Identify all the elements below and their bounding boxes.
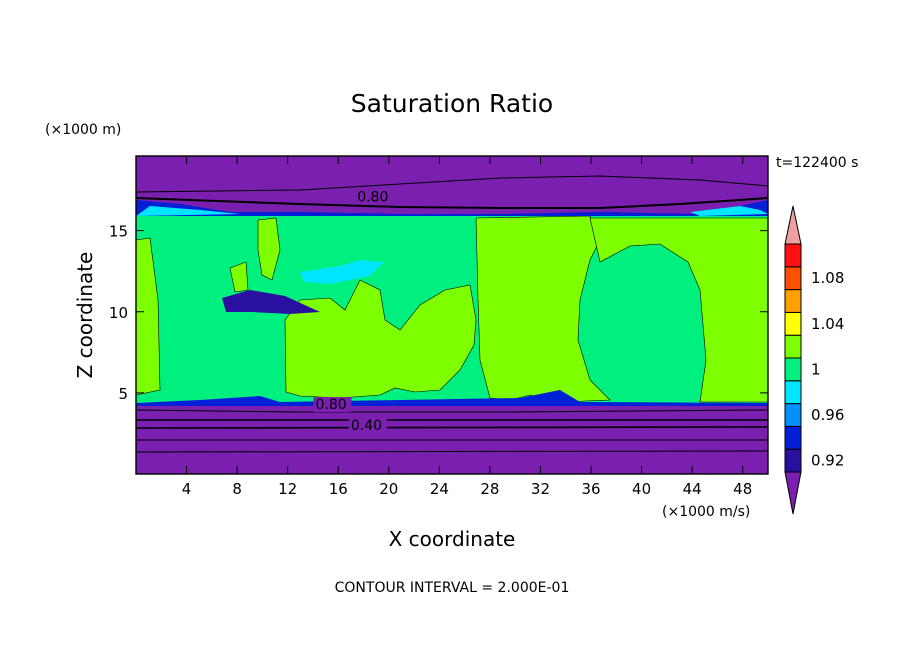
colorbar-bottom-triangle bbox=[784, 471, 802, 515]
colorbar-tick-label: 1 bbox=[811, 360, 821, 378]
y-tick-label: 5 bbox=[118, 385, 128, 403]
x-tick-label: 4 bbox=[182, 480, 192, 498]
x-tick-label: 32 bbox=[531, 480, 550, 498]
colorbar-segment bbox=[784, 403, 802, 427]
x-tick-label: 44 bbox=[683, 480, 702, 498]
region-cyan-patch bbox=[300, 260, 384, 284]
x-tick-label: 24 bbox=[430, 480, 449, 498]
colorbar-segment bbox=[784, 334, 802, 359]
tropopause-cyan-right bbox=[690, 206, 768, 216]
colorbar-tick-label: 1.08 bbox=[811, 269, 844, 287]
contour-label: 0.40 bbox=[351, 418, 382, 434]
colorbar-tick-label: 0.96 bbox=[811, 406, 844, 424]
colorbar: 0.92 0.96 1 1.04 1.08 bbox=[784, 205, 844, 515]
contour-interval-label: CONTOUR INTERVAL = 2.000E-01 bbox=[335, 580, 570, 596]
colorbar-segment bbox=[784, 357, 802, 382]
x-tick-label: 20 bbox=[379, 480, 398, 498]
plot-frame bbox=[135, 155, 769, 475]
colorbar-segment bbox=[784, 266, 802, 291]
x-tick-label: 48 bbox=[733, 480, 752, 498]
colorbar-segment bbox=[784, 448, 802, 473]
colorbar-segment bbox=[784, 243, 802, 268]
contour-label: 0.80 bbox=[357, 189, 388, 205]
x-tick-label: 12 bbox=[278, 480, 297, 498]
colorbar-segment bbox=[784, 311, 802, 336]
chart-title: Saturation Ratio bbox=[351, 89, 553, 118]
contour-line-upper-080 bbox=[135, 197, 769, 209]
contour-plot bbox=[135, 155, 769, 475]
time-label: t=122400 s bbox=[776, 155, 858, 171]
contour-label-bg bbox=[313, 397, 352, 413]
x-tick-label: 40 bbox=[632, 480, 651, 498]
region-column-a bbox=[257, 217, 281, 281]
x-tick-label: 16 bbox=[329, 480, 348, 498]
tropopause-cyan-left bbox=[136, 206, 240, 216]
y-axis-label: Z coordinate bbox=[73, 252, 97, 379]
y-units-label: (×1000 m) bbox=[45, 122, 121, 138]
region-middle bbox=[284, 279, 477, 399]
colorbar-segment bbox=[784, 289, 802, 313]
region-dry-patch bbox=[222, 290, 320, 314]
contour-label-bg bbox=[348, 418, 387, 434]
x-tick-label: 36 bbox=[581, 480, 600, 498]
colorbar-segment bbox=[784, 380, 802, 405]
colorbar-tick-label: 1.04 bbox=[811, 315, 844, 333]
contour-labels: 0.80 0.80 0.40 bbox=[313, 189, 394, 434]
x-units-label: (×1000 m/s) bbox=[662, 504, 750, 520]
y-tick-label: 15 bbox=[109, 223, 128, 241]
contour-label: 0.80 bbox=[315, 397, 346, 413]
tropopause-band bbox=[136, 200, 768, 216]
y-tick-label: 10 bbox=[109, 304, 128, 322]
boundary-layer-edge bbox=[136, 390, 768, 406]
x-axis-label: X coordinate bbox=[389, 527, 516, 551]
x-tick-label: 8 bbox=[232, 480, 242, 498]
contour-line-lower-3 bbox=[135, 450, 769, 453]
colorbar-top-triangle bbox=[784, 205, 802, 245]
contour-label-bg bbox=[355, 189, 394, 205]
contour-line-lower-1 bbox=[135, 409, 769, 413]
contour-line-lower-040 bbox=[135, 426, 769, 429]
region-patch-a bbox=[229, 261, 249, 293]
contour-line-upper-1 bbox=[135, 175, 769, 193]
colorbar-tick-label: 0.92 bbox=[811, 452, 844, 470]
colorbar-segment bbox=[784, 425, 802, 450]
x-tick-label: 28 bbox=[480, 480, 499, 498]
